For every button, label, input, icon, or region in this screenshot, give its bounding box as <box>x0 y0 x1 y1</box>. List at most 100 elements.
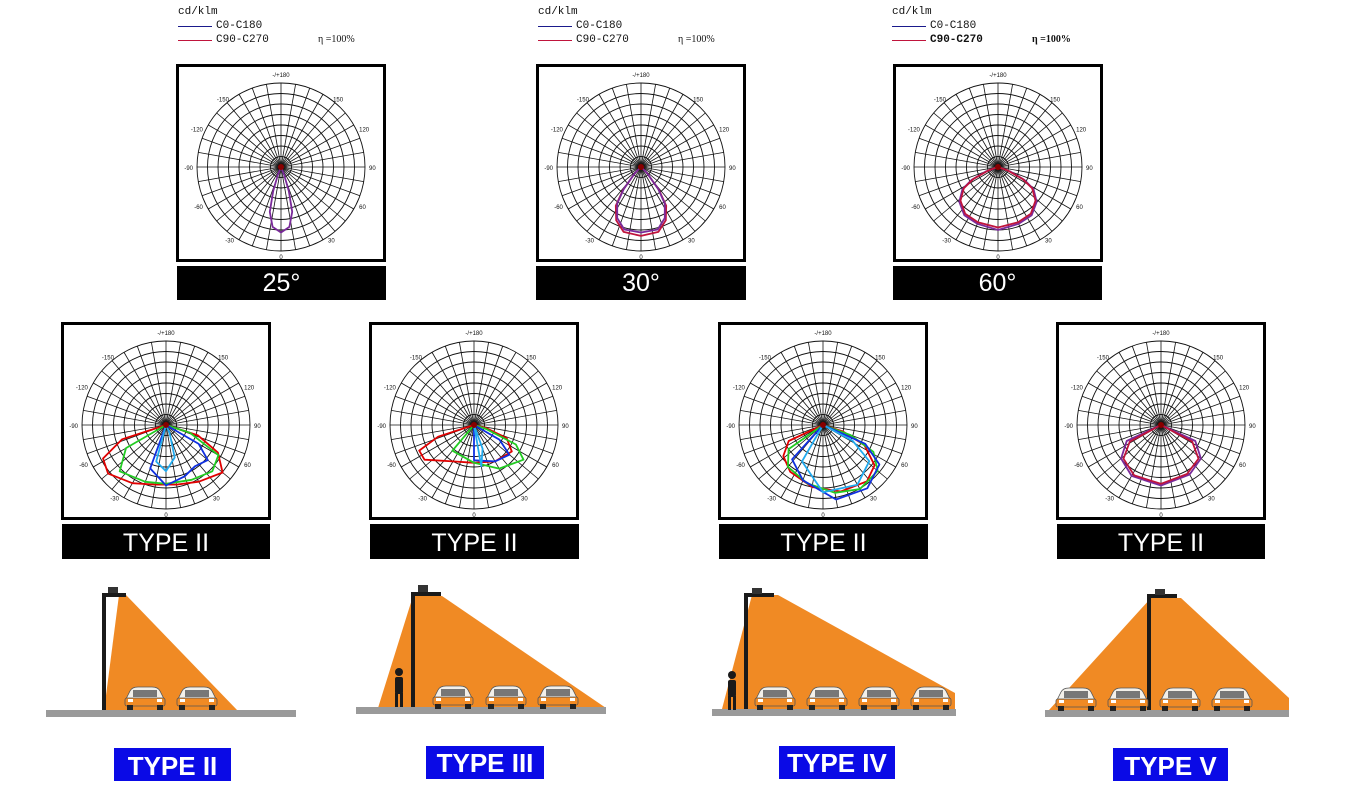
polar-diagram-distribution-1: -/+180 -150 150 -120 120 -90 90 -60 60 -30 30 0 <box>61 322 271 520</box>
light-distribution-curve <box>616 166 666 234</box>
grid-spoke <box>997 166 1053 232</box>
grid-spoke <box>1081 424 1162 455</box>
polar-tick-label: 120 <box>1239 386 1250 392</box>
grid-spoke <box>93 382 167 426</box>
grid-spoke <box>808 342 824 426</box>
grid-spoke <box>611 166 642 247</box>
grid-spoke <box>1106 360 1162 426</box>
polar-tick-label: -/+180 <box>465 331 483 337</box>
distribution-label-2: TYPE II <box>370 524 579 559</box>
polar-tick-label: -/+180 <box>814 331 832 337</box>
grid-spoke <box>822 424 906 440</box>
grid-spoke <box>208 166 282 210</box>
grid-spoke <box>266 84 282 168</box>
grid-spoke <box>793 424 824 505</box>
polar-tick-label: 150 <box>333 97 344 103</box>
distribution-label-3: TYPE II <box>719 524 928 559</box>
pedestrian <box>728 671 736 710</box>
car <box>485 685 527 709</box>
polar-tick-label: 150 <box>218 355 229 361</box>
grid-spoke <box>1131 345 1162 426</box>
road <box>1045 710 1289 717</box>
light-beam <box>378 596 606 708</box>
car <box>754 686 796 710</box>
light-beam <box>1049 598 1289 710</box>
polar-tick-label: 60 <box>901 463 908 469</box>
type-badge-v: TYPE V <box>1113 748 1228 781</box>
polar-center <box>278 164 284 170</box>
grid-spoke <box>915 166 999 182</box>
grid-spoke <box>640 166 721 197</box>
grid-spoke <box>943 102 999 168</box>
grid-spoke <box>165 424 181 508</box>
grid-spoke <box>409 424 475 480</box>
grid-spoke <box>473 370 539 426</box>
grid-spoke <box>86 395 167 426</box>
grid-spoke <box>955 94 999 168</box>
beam-angle-label-30: 30° <box>536 266 746 300</box>
grid-spoke <box>280 166 354 210</box>
polar-tick-label: 30 <box>1045 239 1052 245</box>
grid-spoke <box>640 166 656 250</box>
grid-spoke <box>933 112 999 168</box>
polar-tick-label: 0 <box>639 255 643 259</box>
grid-spoke <box>640 152 724 168</box>
polar-tick-label: -90 <box>901 166 910 172</box>
polar-grid: -/+180 -150 150 -120 120 -90 90 -60 60 -30 30 0 <box>1064 331 1256 517</box>
grid-spoke <box>1160 345 1191 426</box>
grid-spoke <box>1146 342 1162 426</box>
grid-spoke <box>101 424 167 480</box>
grid-spoke <box>568 166 642 210</box>
car <box>537 685 579 709</box>
grid-spoke <box>165 352 209 426</box>
polar-tick-label: -120 <box>551 128 564 134</box>
grid-spoke <box>280 137 361 168</box>
grid-spoke <box>586 102 642 168</box>
grid-spoke <box>576 112 642 168</box>
grid-spoke <box>997 166 1028 247</box>
grid-spoke <box>473 360 529 426</box>
grid-spoke <box>740 410 824 426</box>
grid-spoke <box>743 395 824 426</box>
grid-spoke <box>198 152 282 168</box>
car <box>1107 687 1149 711</box>
polar-tick-label: 60 <box>719 205 726 211</box>
efficiency-label: η =100% <box>678 34 715 45</box>
polar-tick-label: 150 <box>693 97 704 103</box>
grid-spoke <box>1131 424 1162 505</box>
legend-series-c90: C90-C270 <box>178 34 378 48</box>
lamp-head <box>1155 589 1165 595</box>
grid-spoke <box>968 166 999 247</box>
grid-spoke <box>1160 424 1204 498</box>
grid-spoke <box>997 84 1013 168</box>
grid-spoke <box>1160 424 1241 455</box>
polar-tick-label: -90 <box>377 424 386 430</box>
polar-tick-label: 60 <box>244 463 251 469</box>
grid-spoke <box>933 166 999 222</box>
polar-tick-label: 120 <box>719 128 730 134</box>
car <box>124 686 166 710</box>
grid-spoke <box>793 345 824 426</box>
grid-spoke <box>822 424 838 508</box>
grid-spoke <box>280 166 336 232</box>
grid-spoke <box>626 84 642 168</box>
polar-center <box>820 422 826 428</box>
grid-spoke <box>740 424 824 440</box>
grid-spoke <box>1078 424 1162 440</box>
light-beam <box>104 595 238 711</box>
grid-spoke <box>473 424 557 440</box>
grid-spoke <box>558 166 642 182</box>
legend-series-label: C90-C270 <box>576 34 629 46</box>
polar-tick-label: -120 <box>76 386 89 392</box>
grid-spoke <box>165 370 231 426</box>
grid-spoke <box>640 166 684 240</box>
polar-tick-label: 0 <box>279 255 283 259</box>
grid-spoke <box>822 395 903 426</box>
car <box>910 686 952 710</box>
lamp-head <box>752 588 762 594</box>
grid-spoke <box>280 112 346 168</box>
grid-spoke <box>201 137 282 168</box>
legend-1: cd/klm C0-C180 C90-C270 η =100% <box>178 6 378 52</box>
grid-spoke <box>280 152 364 168</box>
grid-spoke <box>611 87 642 168</box>
